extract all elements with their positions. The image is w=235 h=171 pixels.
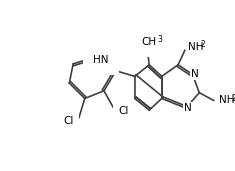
Text: N: N [191, 69, 198, 79]
Text: NH: NH [219, 95, 234, 106]
Text: NH: NH [188, 42, 203, 51]
Text: HN: HN [93, 55, 109, 65]
Text: N: N [184, 103, 192, 113]
Text: 2: 2 [231, 94, 235, 103]
Text: 2: 2 [200, 40, 205, 49]
Text: 3: 3 [158, 35, 163, 44]
Text: Cl: Cl [118, 106, 129, 116]
Text: CH: CH [142, 37, 157, 47]
Text: Cl: Cl [64, 116, 74, 126]
